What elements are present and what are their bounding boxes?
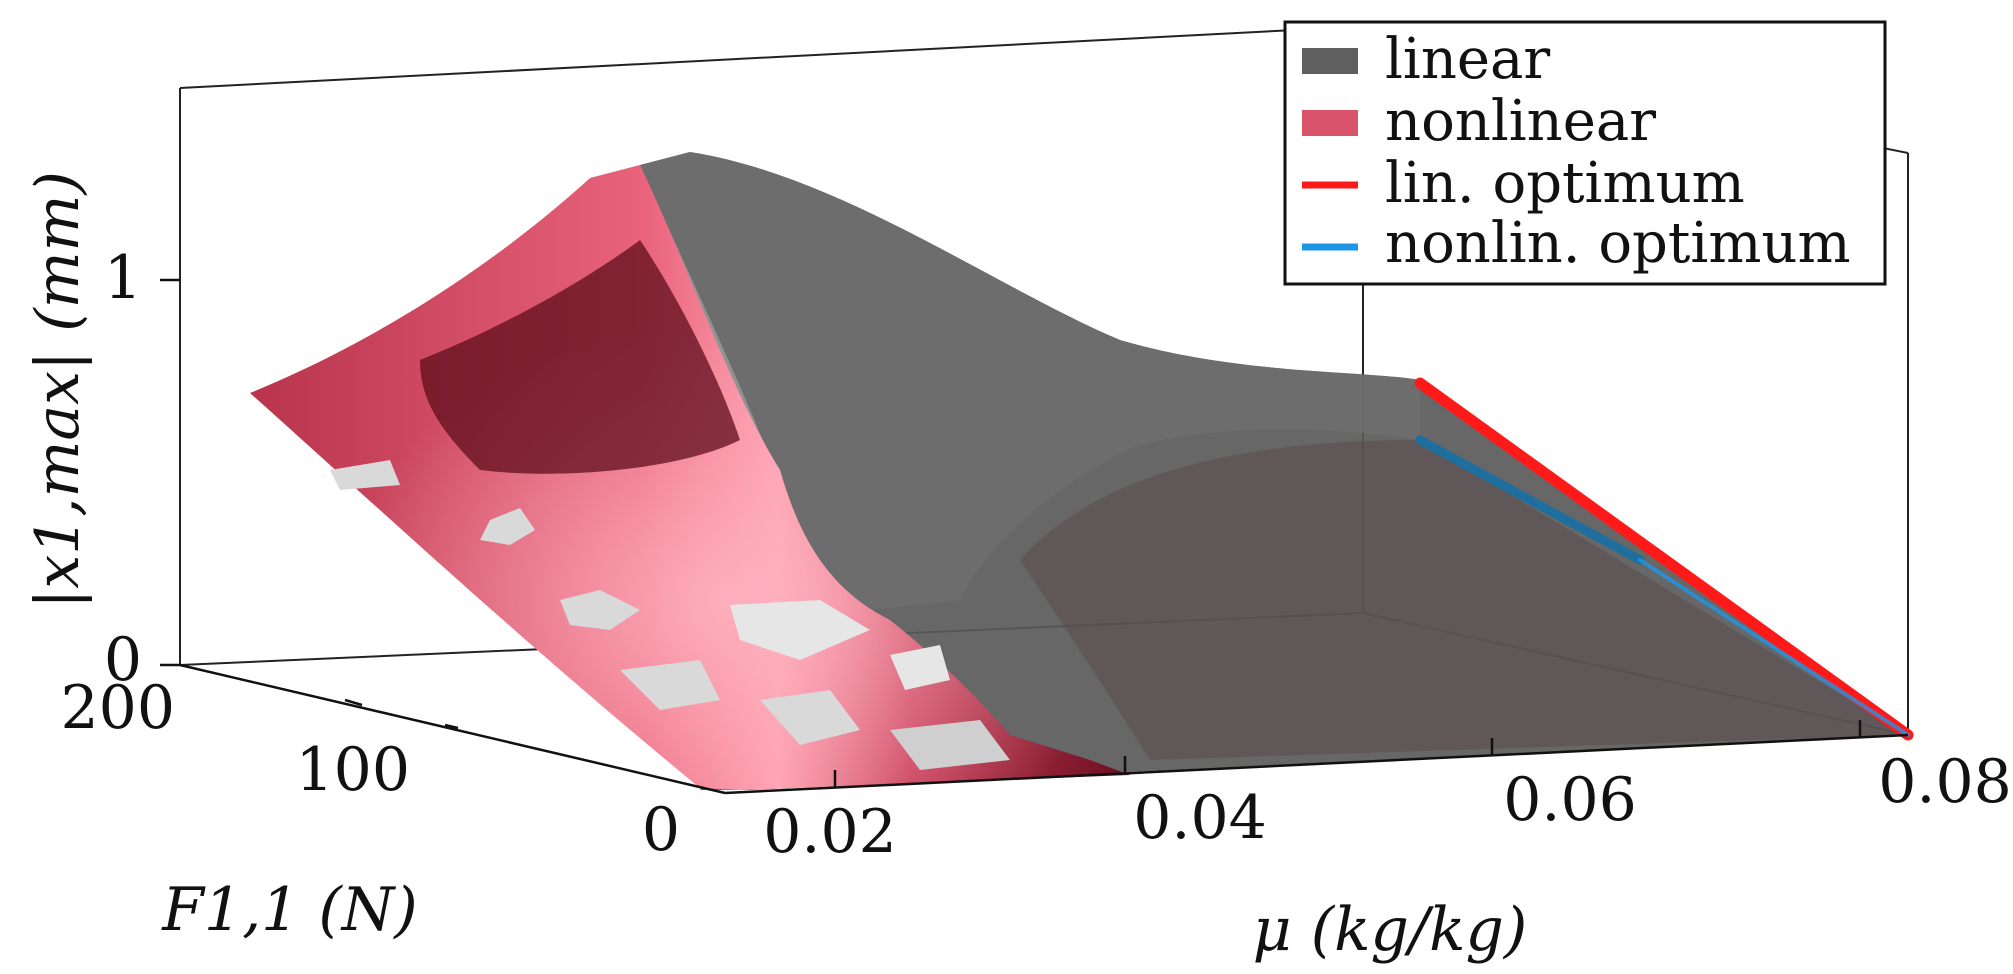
legend-box (1283, 20, 1887, 286)
x-tick-label: 0.06 (1503, 765, 1637, 835)
legend-swatch-linear (1302, 48, 1358, 74)
linear-surface (640, 152, 1908, 790)
legend-swatch-nonlinear (1302, 110, 1358, 136)
x-tick-label: 0.04 (1133, 783, 1267, 853)
legend-label-nonlin-optimum: nonlin. optimum (1385, 211, 1851, 276)
x-axis-label: μ (kg/kg) (1253, 895, 1528, 965)
legend-label-nonlinear: nonlinear (1385, 89, 1656, 154)
nonlinear-surface (250, 165, 1130, 790)
y-tick-label: 0 (642, 795, 680, 865)
axes (160, 278, 1909, 795)
optimum-lines (1414, 377, 1914, 741)
z-tick-labels: 0 1 (104, 243, 142, 695)
legend-label-linear: linear (1385, 27, 1550, 92)
z-tick-label: 0 (104, 625, 142, 695)
x-tick-label: 0.08 (1878, 747, 2012, 817)
y-tick-label: 200 (60, 673, 175, 743)
y-tick-label: 100 (295, 735, 410, 805)
x-tick-label: 0.02 (763, 797, 897, 867)
y-tick-labels: 200 100 0 (60, 673, 680, 865)
x-tick-labels: 0.02 0.04 0.06 0.08 (763, 747, 2012, 867)
legend: linear nonlinear lin. optimum nonlin. op… (1283, 20, 1887, 286)
y-axis-label: F1,1 (N) (161, 875, 417, 945)
series-line-nonlin-optimum (1415, 435, 1645, 565)
series-line-lin-optimum (1414, 377, 1914, 741)
z-tick-label: 1 (104, 243, 142, 313)
z-axis-label: |x1,max| (mm) (23, 171, 93, 609)
legend-label-lin-optimum: lin. optimum (1385, 151, 1745, 216)
